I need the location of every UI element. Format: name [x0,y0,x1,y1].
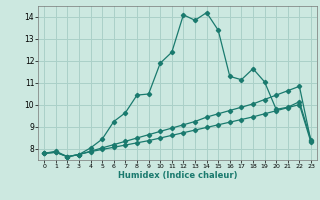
X-axis label: Humidex (Indice chaleur): Humidex (Indice chaleur) [118,171,237,180]
